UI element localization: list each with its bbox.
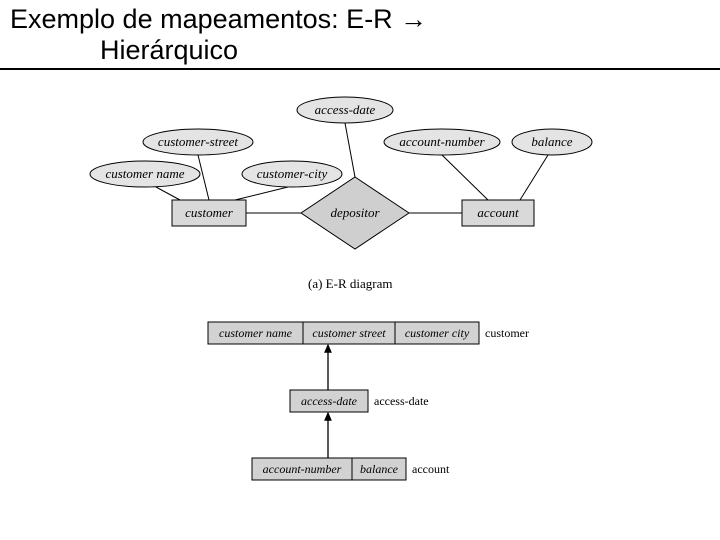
record-cell-label: balance <box>360 462 399 476</box>
record-cell-label: access-date <box>301 394 358 408</box>
record-cell-label: account-number <box>263 462 342 476</box>
er-attribute-label: customer-city <box>257 166 328 181</box>
page-title-line1: Exemplo de mapeamentos: E-R → <box>10 4 710 35</box>
title-bar: Exemplo de mapeamentos: E-R → Hierárquic… <box>0 0 720 70</box>
er-caption: (a) E-R diagram <box>308 276 392 291</box>
er-relationship-label: depositor <box>330 205 380 220</box>
er-entity-label: account <box>477 205 519 220</box>
diagram-svg: access-date customer-street customer name c… <box>0 70 720 540</box>
er-attribute-label: access-date <box>315 102 376 117</box>
page-title-line2: Hierárquico <box>10 35 710 66</box>
er-edge <box>198 155 209 200</box>
er-attribute-label: customer name <box>105 166 184 181</box>
record-cell-label: customer street <box>312 326 386 340</box>
record-type-label: customer <box>485 326 529 340</box>
er-attribute-label: balance <box>531 134 572 149</box>
record-cell-label: customer name <box>219 326 293 340</box>
er-edge <box>442 155 488 200</box>
er-entity-label: customer <box>185 205 234 220</box>
record-type-label: account <box>412 462 450 476</box>
er-edge <box>235 187 288 200</box>
record-cell-label: customer city <box>405 326 470 340</box>
er-attribute-label: account-number <box>399 134 485 149</box>
er-edge <box>520 155 548 200</box>
record-type-label: access-date <box>374 394 429 408</box>
diagram-stage: access-date customer-street customer name c… <box>0 70 720 540</box>
er-attribute-label: customer-street <box>158 134 239 149</box>
er-edge <box>156 187 180 200</box>
er-edge <box>345 123 355 177</box>
